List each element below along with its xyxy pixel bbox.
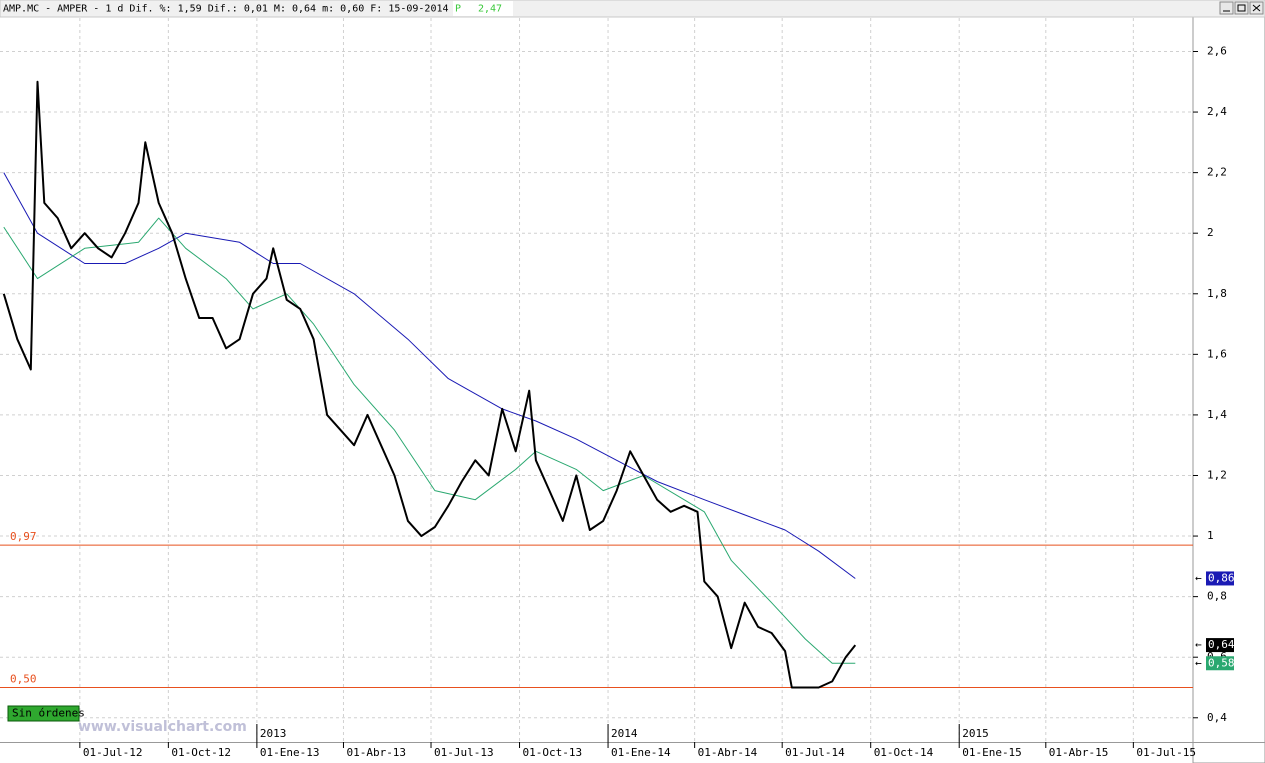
header-p-label: P <box>455 4 461 15</box>
x-tick-label: 01-Ene-13 <box>260 746 320 759</box>
y-tick-label: 2,2 <box>1207 166 1227 179</box>
y-tick-label: 1,2 <box>1207 468 1227 481</box>
plot-area: 0,40,60,811,21,41,61,822,22,42,601-Jul-1… <box>0 18 1235 759</box>
x-tick-label: 01-Abr-15 <box>1049 746 1109 759</box>
y-tick-label: 0,8 <box>1207 590 1227 603</box>
header-p-value: 2,47 <box>478 4 502 15</box>
maximize-icon <box>1237 4 1246 12</box>
y-tick-label: 1,4 <box>1207 408 1227 421</box>
x-tick-label: 01-Oct-14 <box>874 746 934 759</box>
end-label-arrow: ← <box>1195 571 1202 584</box>
y-tick-label: 1,8 <box>1207 287 1227 300</box>
year-tick-label: 2015 <box>962 727 989 740</box>
watermark: www.visualchart.com <box>78 719 247 735</box>
header-text: AMP.MC - AMPER - 1 d Dif. %: 1,59 Dif.: … <box>3 4 449 15</box>
y-tick-label: 2,6 <box>1207 44 1227 57</box>
close-icon <box>1252 4 1261 12</box>
y-tick-label: 0,4 <box>1207 711 1227 724</box>
x-tick-label: 01-Jul-15 <box>1136 746 1196 759</box>
x-tick-label: 01-Ene-14 <box>611 746 671 759</box>
reference-line-label: 0,97 <box>10 530 37 543</box>
end-label: 0,58 <box>1208 656 1235 669</box>
end-label-arrow: ← <box>1195 656 1202 669</box>
x-tick-label: 01-Ene-15 <box>962 746 1022 759</box>
x-tick-label: 01-Jul-12 <box>83 746 143 759</box>
x-tick-label: 01-Abr-13 <box>346 746 406 759</box>
right-axis-panel <box>1192 0 1265 763</box>
maximize-button[interactable] <box>1234 1 1249 15</box>
end-label-arrow: ← <box>1195 638 1202 651</box>
x-tick-label: 01-Oct-13 <box>523 746 583 759</box>
x-tick-label: 01-Abr-14 <box>698 746 758 759</box>
end-label-box <box>1206 638 1234 653</box>
end-label: 0,86 <box>1208 571 1235 584</box>
x-tick-label: 01-Jul-13 <box>434 746 494 759</box>
x-tick-label: 01-Oct-12 <box>171 746 231 759</box>
minimize-button[interactable] <box>1219 1 1234 15</box>
window-buttons[interactable] <box>1219 1 1264 15</box>
end-label: 0,64 <box>1208 638 1235 651</box>
end-label-box <box>1206 656 1234 671</box>
price-line <box>2 80 857 689</box>
header-p-box <box>453 1 513 16</box>
reference-line-label: 0,50 <box>10 672 37 685</box>
y-tick-label: 2,4 <box>1207 105 1227 118</box>
header-bar <box>0 0 1265 18</box>
end-label-box <box>1206 571 1234 586</box>
year-tick-label: 2013 <box>260 727 287 740</box>
x-tick-label: 01-Jul-14 <box>785 746 845 759</box>
orders-button[interactable] <box>7 705 80 722</box>
y-tick-label: 2 <box>1207 226 1214 239</box>
price-line <box>3 172 856 579</box>
y-tick-label: 1,6 <box>1207 347 1227 360</box>
orders-button-label: Sin órdenes <box>12 707 85 720</box>
year-tick-label: 2014 <box>611 727 638 740</box>
y-tick-label: 1 <box>1207 529 1214 542</box>
